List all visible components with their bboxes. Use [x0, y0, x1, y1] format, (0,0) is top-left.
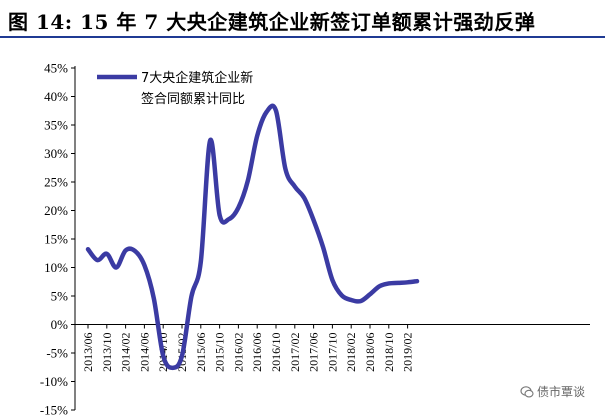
series-line — [85, 103, 420, 371]
x-tick-label: 2014/06 — [137, 333, 151, 372]
y-tick-label: -5% — [46, 346, 68, 361]
x-tick-label: 2015/10 — [213, 333, 227, 372]
x-tick-label: 2018/02 — [344, 333, 358, 372]
figure-title: 图 14: 15 年 7 大央企建筑企业新签订单额累计强劲反弹 — [8, 10, 536, 34]
x-tick-label: 2013/10 — [100, 333, 114, 372]
x-tick-label: 2014/02 — [119, 333, 133, 372]
line-chart: 45% 40% 35% 30% 25% 20% 15% 10% 5% 0% -5% -10% -15% 2… — [40, 61, 590, 415]
y-tick-label: 45% — [44, 61, 68, 76]
y-tick-label: 5% — [51, 289, 69, 304]
y-tick-label: 0% — [51, 317, 69, 332]
y-tick-label: 25% — [44, 175, 68, 190]
x-tick-label: 2015/06 — [194, 333, 208, 372]
y-tick-label: -10% — [40, 374, 68, 389]
y-tick-label: 30% — [44, 146, 68, 161]
x-tick-label: 2017/06 — [307, 333, 321, 372]
x-tick-label: 2019/02 — [401, 333, 415, 372]
legend-label-line2: 签合同额累计同比 — [141, 91, 245, 107]
watermark: 债市覃谈 — [520, 383, 585, 400]
y-tick-label: 35% — [44, 118, 68, 133]
y-tick-label: 20% — [44, 203, 68, 218]
legend-label-line1: 7大央企建筑企业新 — [141, 70, 253, 86]
y-tick-label: 40% — [44, 89, 68, 104]
x-tick-label: 2017/10 — [325, 333, 339, 372]
figure-title-bar: 图 14: 15 年 7 大央企建筑企业新签订单额累计强劲反弹 — [0, 0, 605, 38]
y-tick-label: 15% — [44, 232, 68, 247]
y-tick-label: -15% — [40, 403, 68, 415]
y-tick-label: 10% — [44, 260, 68, 275]
x-tick-label: 2018/06 — [363, 333, 377, 372]
watermark-text: 债市覃谈 — [537, 385, 586, 399]
x-tick-label: 2016/10 — [269, 333, 283, 372]
x-tick-label: 2016/06 — [250, 333, 264, 372]
wechat-icon — [520, 385, 534, 397]
x-tick-label: 2017/02 — [288, 333, 302, 372]
x-tick-label: 2018/10 — [382, 333, 396, 372]
x-tick-label: 2016/02 — [231, 333, 245, 372]
x-tick-label: 2013/06 — [81, 333, 95, 372]
